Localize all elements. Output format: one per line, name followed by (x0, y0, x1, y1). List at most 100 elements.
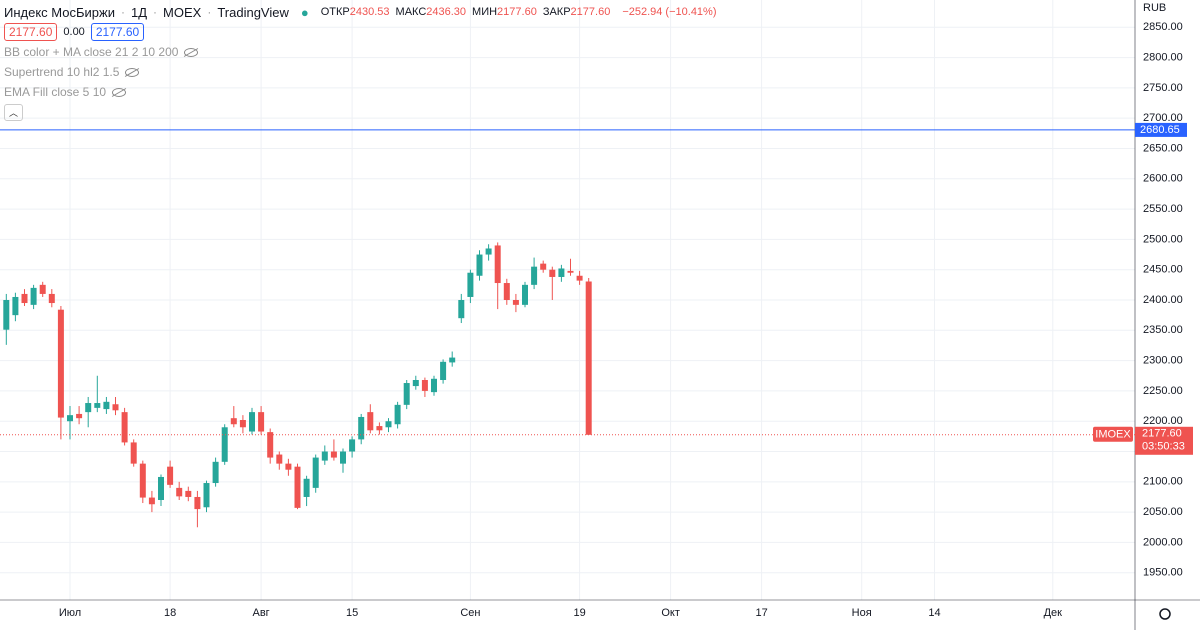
legend-panel: Индекс МосБиржи · 1Д · MOEX · TradingView ●… (4, 2, 717, 122)
candle-body (103, 401, 110, 410)
candle-body (412, 380, 419, 387)
candle-body (340, 451, 346, 464)
candle-body (522, 284, 528, 305)
y-tick-label: 2650.00 (1143, 142, 1183, 154)
ask-box[interactable]: 2177.60 (90, 23, 145, 41)
candle-body (267, 432, 274, 458)
candle-body (12, 296, 19, 316)
candle-body (148, 497, 155, 505)
collapse-button[interactable]: ︿ (4, 103, 24, 121)
candle-body (85, 403, 92, 413)
candle-body (330, 451, 337, 458)
candle-body (567, 270, 574, 273)
candle-body (503, 283, 510, 300)
candle-body (121, 412, 128, 443)
candle-body (285, 463, 292, 470)
x-tick-label: 15 (346, 607, 358, 619)
candle-body (585, 281, 592, 435)
candle-body (385, 421, 392, 428)
bid-box[interactable]: 2177.60 (4, 23, 58, 41)
candle-body (185, 490, 192, 497)
settings-button[interactable] (1159, 608, 1171, 620)
candle-body (549, 269, 556, 277)
currency[interactable]: RUB (1143, 2, 1166, 14)
candle-body (57, 309, 64, 418)
y-tick-label: 2000.00 (1143, 536, 1183, 548)
ohlc-value: 2177.60 (570, 6, 611, 18)
y-tick-label: 2250.00 (1143, 385, 1183, 397)
candle-body (39, 284, 46, 294)
candle-body (312, 457, 319, 488)
ohlc-value: 2436.30 (426, 6, 467, 18)
candle-body (212, 461, 219, 484)
candle-body (403, 383, 410, 405)
ohlc-label: МИН (472, 6, 498, 18)
x-tick-label: Июл (59, 607, 81, 619)
candle-body (540, 263, 547, 270)
symbol-tag (1093, 426, 1133, 442)
candle-body (303, 478, 310, 497)
y-tick-label: 2300.00 (1143, 355, 1183, 367)
candle-body (167, 466, 174, 485)
candle-body (239, 420, 246, 428)
collapse-row: ︿ (4, 102, 717, 122)
candle-body (421, 380, 428, 391)
candle-body (21, 293, 28, 304)
candle-body (440, 361, 447, 380)
y-tick-label: 2050.00 (1143, 506, 1183, 518)
price-line-tag (1135, 122, 1187, 137)
y-tick-label: 1950.00 (1143, 567, 1183, 579)
indicator-label: EMA Fill close 5 10 (4, 85, 107, 99)
last-price-tag (1135, 426, 1193, 455)
x-tick-label: 18 (164, 607, 176, 619)
indicator-label: Supertrend 10 hl2 1.5 (4, 65, 120, 79)
interval[interactable]: 1Д (130, 4, 148, 20)
candle-body (349, 439, 356, 452)
candle-body (276, 454, 283, 464)
x-tick-label: Окт (661, 607, 680, 619)
candle-body (394, 404, 401, 425)
y-tick-label: 2800.00 (1143, 51, 1183, 63)
y-tick-label: 2750.00 (1143, 82, 1183, 94)
candle-body (258, 412, 265, 432)
y-tick-label: 2550.00 (1143, 203, 1183, 215)
y-tick-label: 2350.00 (1143, 324, 1183, 336)
x-tick-label: Сен (460, 607, 480, 619)
candle-body (476, 254, 483, 276)
indicator-label: BB color + MA close 21 2 10 200 (4, 45, 179, 59)
candle-body (294, 466, 301, 508)
x-tick-label: 17 (755, 607, 767, 619)
exchange: MOEX (163, 4, 202, 20)
candle-body (94, 403, 101, 408)
y-tick-label: 2200.00 (1143, 415, 1183, 427)
ohlc-label: ЗАКР (542, 6, 571, 18)
ohlc-label: МАКС (395, 6, 427, 18)
ohlc: ОТКР2430.53 МАКС2436.30 МИН2177.60 ЗАКР2177… (321, 6, 617, 18)
candle-body (467, 272, 474, 297)
ohlc-value: 2430.53 (349, 6, 390, 18)
candle-body (358, 416, 365, 440)
symbol[interactable]: Индекс МосБиржи (4, 4, 115, 20)
candle-body (76, 413, 83, 419)
candle-body (30, 287, 37, 305)
y-tick-label: 2450.00 (1143, 264, 1183, 276)
candle-body (221, 427, 228, 462)
indicator[interactable]: EMA Fill close 5 10 (4, 82, 717, 102)
y-tick-label: 2700.00 (1143, 112, 1183, 124)
candle-body (512, 300, 519, 305)
change: −252.94 (−10.41%) (622, 6, 717, 18)
candle-body (158, 476, 164, 500)
candle-body (67, 415, 73, 422)
candle-body (576, 275, 583, 281)
indicator[interactable]: Supertrend 10 hl2 1.5 (4, 62, 717, 82)
candle-body (485, 248, 492, 255)
symbol-tag-label: IMOEX (1095, 429, 1131, 441)
x-tick-label: 14 (928, 607, 940, 619)
price-boxes: 2177.60 0.00 2177.60 (4, 22, 717, 42)
candle-body (494, 245, 501, 284)
indicator[interactable]: BB color + MA close 21 2 10 200 (4, 42, 717, 62)
x-tick-label: Авг (252, 607, 269, 619)
